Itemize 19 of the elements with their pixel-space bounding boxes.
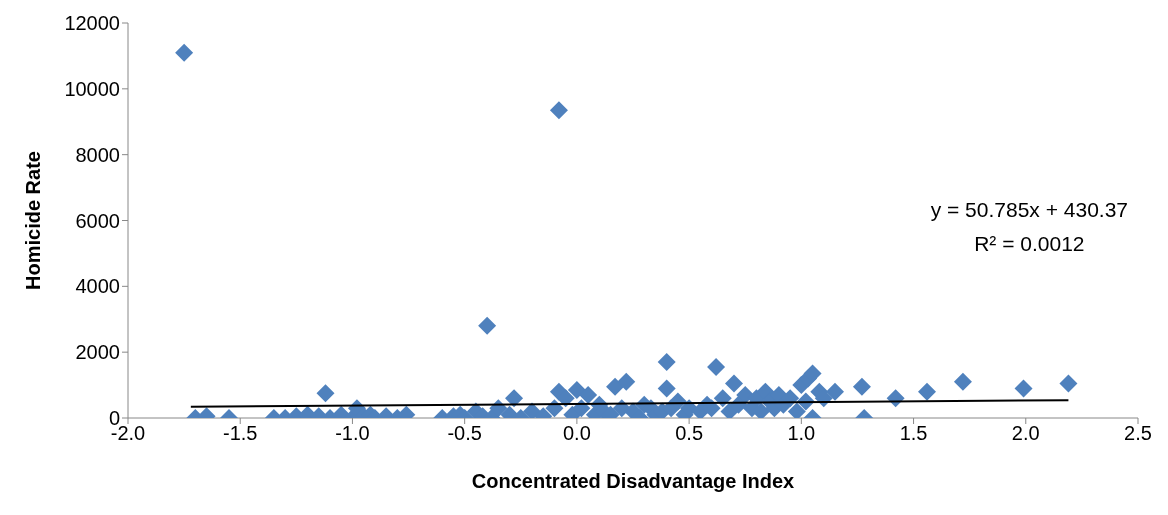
y-tick-label: 10000: [64, 77, 120, 100]
x-tick-label: 2.0: [1011, 422, 1040, 445]
y-tick-label: 12000: [64, 12, 120, 35]
y-axis-title: Homicide Rate: [22, 151, 45, 290]
x-tick-label: -1.0: [335, 422, 370, 445]
y-tick-label: 8000: [75, 143, 120, 166]
x-tick-label: 1.5: [899, 422, 928, 445]
y-tick-label: 4000: [75, 275, 120, 298]
x-axis-title: Concentrated Disadvantage Index: [471, 470, 795, 492]
y-tick-label: 6000: [75, 209, 120, 232]
x-tick-label: -0.5: [447, 422, 482, 445]
x-tick-label: 0.5: [675, 422, 704, 445]
y-tick-label: 2000: [75, 341, 120, 364]
x-tick-label: 1.0: [787, 422, 816, 445]
annotation: R² = 0.0012: [973, 231, 1086, 257]
x-tick-label: 0.0: [562, 422, 591, 445]
x-tick-label: -1.5: [222, 422, 258, 445]
annotation: y = 50.785x + 430.37: [930, 197, 1128, 223]
x-tick-label: 2.5: [1124, 422, 1152, 445]
